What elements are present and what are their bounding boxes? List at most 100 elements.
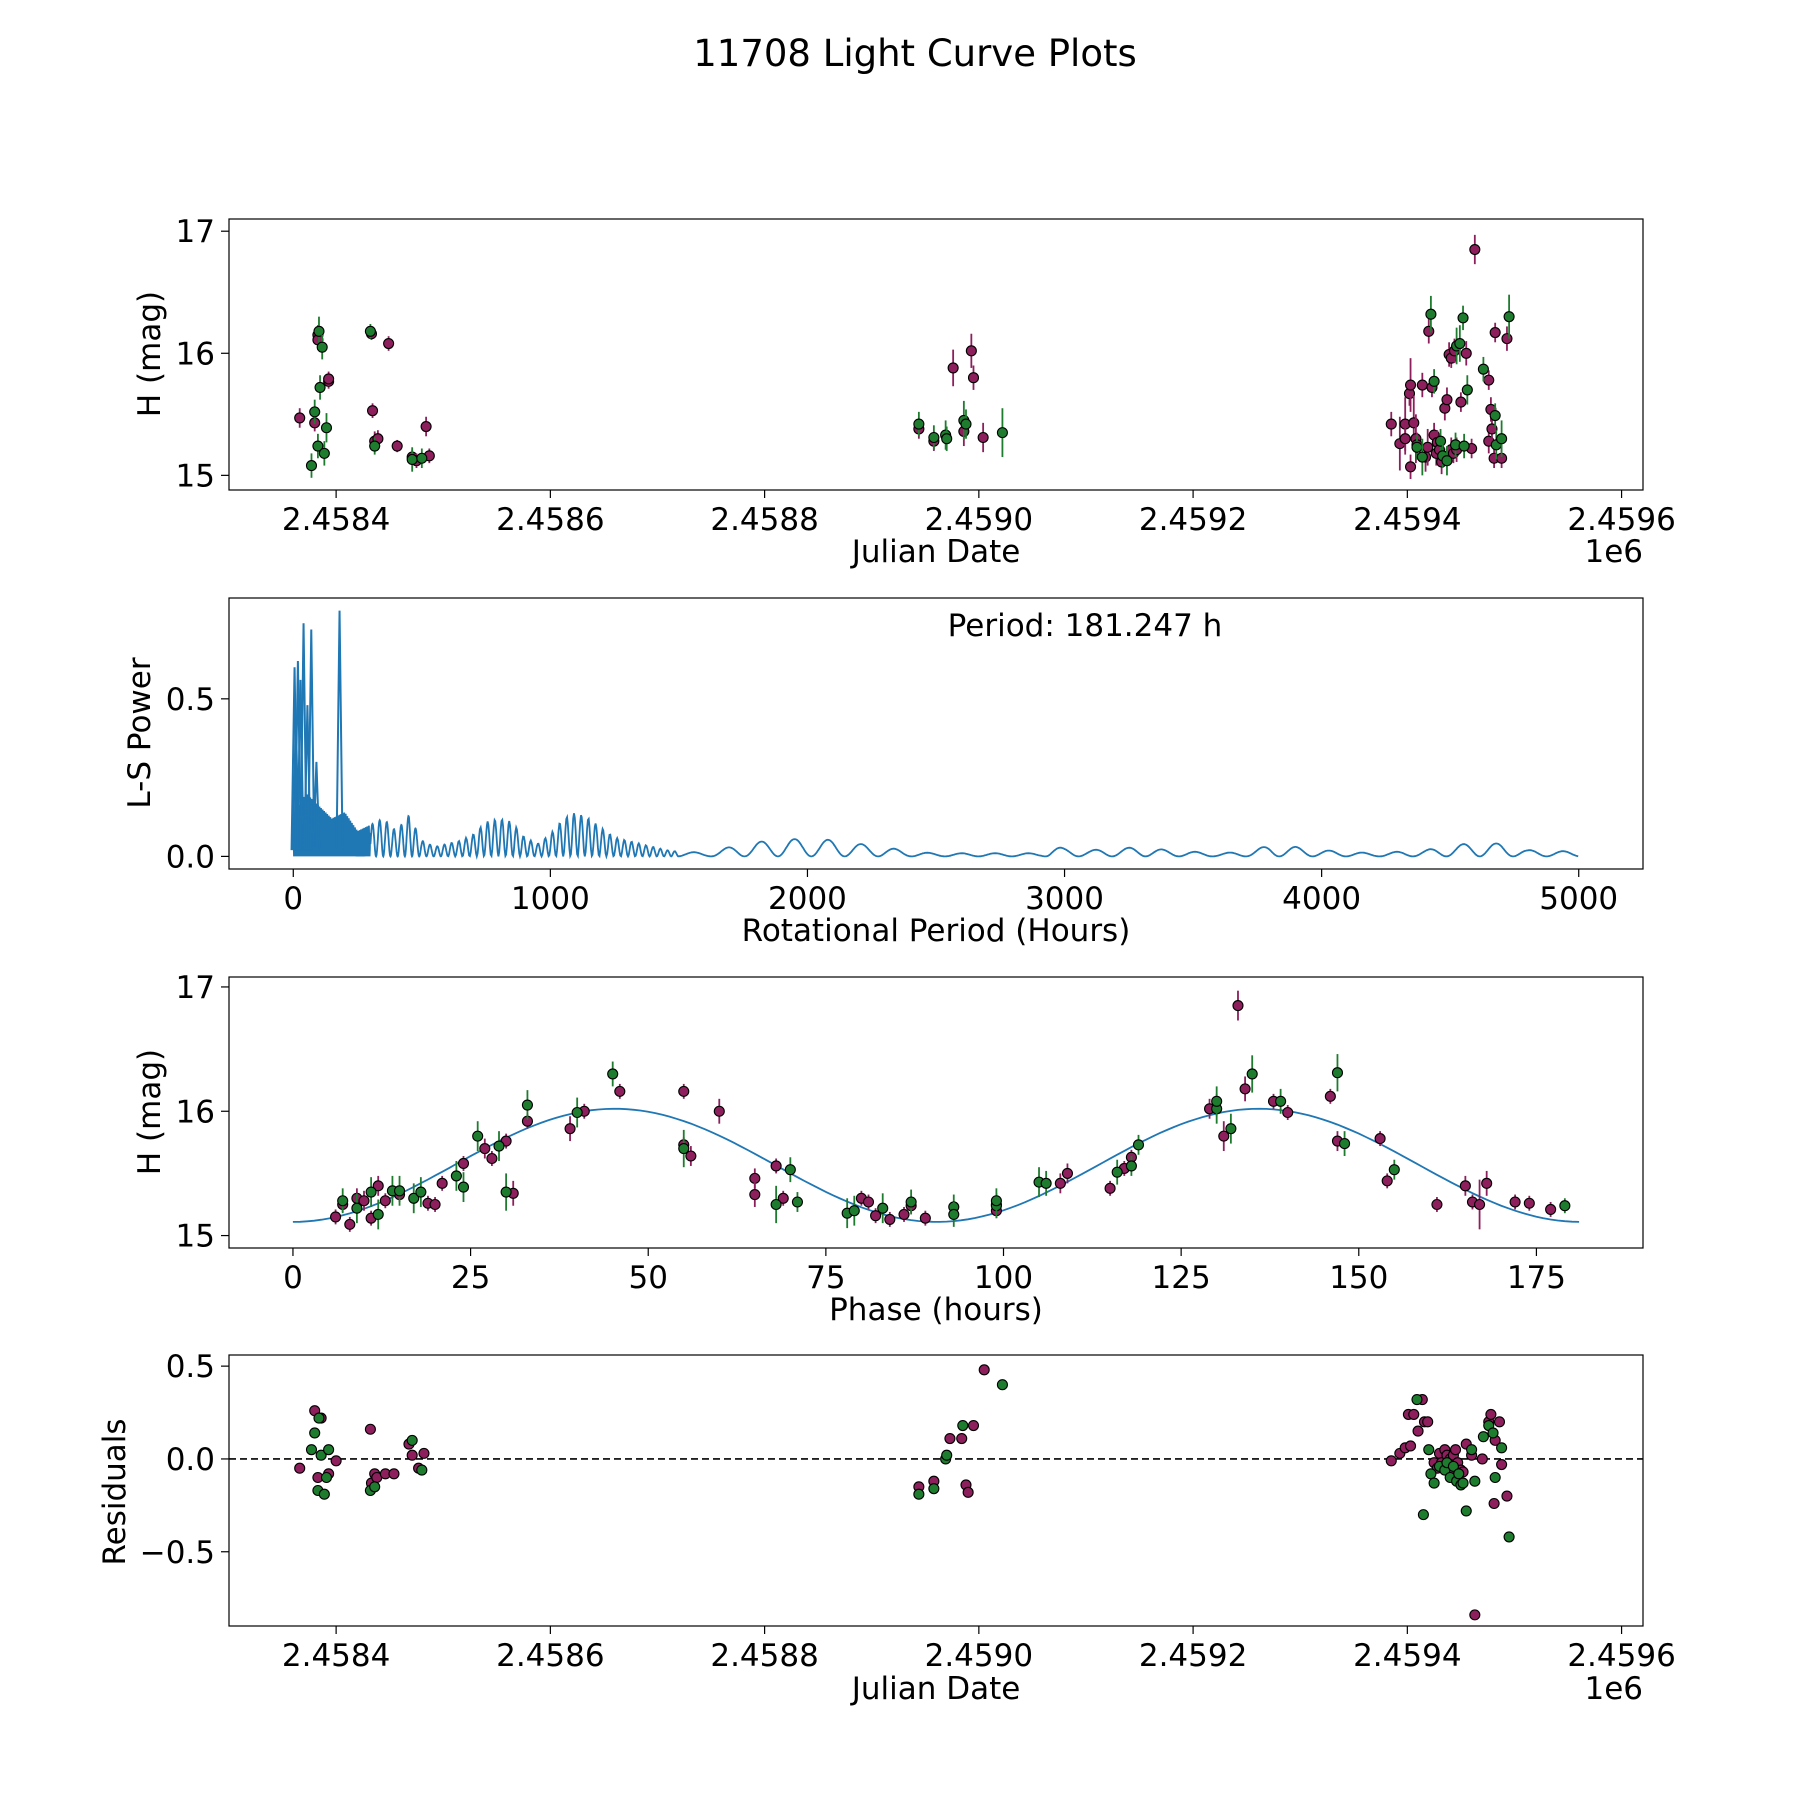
phased-data-point: [1545, 1203, 1557, 1216]
residuals-data-point: [1476, 1453, 1488, 1465]
periodogram-x-tick-label: 5000: [1539, 881, 1618, 917]
lightcurve-x-tick-label: 2.4594: [1353, 502, 1461, 538]
lightcurve-data-point: [1408, 417, 1420, 429]
phased-data-point: [486, 1152, 498, 1165]
residuals-data-point: [1496, 1442, 1508, 1454]
phased-data-point: [351, 1202, 363, 1214]
lightcurve-data-point: [323, 373, 335, 385]
ls-power-spike: [335, 610, 344, 851]
phased-data-point: [678, 1085, 690, 1097]
lightcurve-data-point: [1458, 440, 1470, 452]
residuals-data-point: [330, 1455, 342, 1467]
ls-power-spike: [296, 679, 305, 851]
periodogram-y-label: L-S Power: [122, 657, 158, 808]
residuals-data-point: [967, 1419, 980, 1432]
lightcurve-data-point: [316, 341, 328, 353]
residuals-data-point: [1385, 1455, 1397, 1467]
residuals-data-point: [1412, 1425, 1424, 1437]
lightcurve-data-point: [416, 452, 428, 464]
periodogram-axes-frame: [228, 597, 1644, 870]
phased-data-point: [1225, 1123, 1237, 1135]
residuals-data-point: [1404, 1440, 1417, 1452]
residuals-data-point: [320, 1471, 333, 1484]
residuals-y-tick-label: 0.0: [166, 1442, 215, 1478]
phased-data-point: [365, 1186, 377, 1198]
ls-power-spike: [307, 629, 316, 851]
lightcurve-data-point: [913, 418, 925, 430]
lightcurve-data-point: [1404, 379, 1417, 391]
residuals-data-point: [1469, 1609, 1481, 1621]
phased-data-point: [472, 1130, 484, 1142]
phased-data-point: [1509, 1196, 1521, 1208]
periodogram-y-ticks: 0.0 0.5: [166, 682, 229, 875]
residuals-data-point: [944, 1432, 956, 1445]
phased-data-point: [948, 1208, 960, 1220]
residuals-data-point: [369, 1481, 381, 1493]
phased-data-point: [898, 1208, 910, 1220]
periodogram-x-tick-label: 4000: [1282, 881, 1361, 917]
phased-data-point: [607, 1068, 619, 1080]
residuals-x-tick-label: 2.4594: [1353, 1638, 1461, 1674]
residuals-data-point: [388, 1468, 400, 1480]
residuals-data-point: [941, 1449, 953, 1461]
residuals-y-label: Residuals: [97, 1418, 133, 1565]
lightcurve-y-tick-label: 15: [176, 458, 215, 494]
phased-x-tick-label: 25: [451, 1260, 490, 1296]
residuals-data-point: [1501, 1490, 1513, 1502]
residuals-data-point: [1485, 1408, 1497, 1420]
lightcurve-data-point: [1422, 441, 1434, 453]
residuals-data-point: [1422, 1416, 1434, 1428]
residuals-data-point: [1477, 1431, 1489, 1443]
phased-data-point: [372, 1208, 384, 1220]
phased-data-point: [1559, 1200, 1571, 1212]
phased-data-point: [919, 1212, 931, 1224]
lightcurve-data-point: [383, 337, 395, 350]
lightcurve-x-tick-label: 2.4592: [1139, 502, 1247, 538]
phased-data-point: [500, 1186, 512, 1198]
phased-data-point: [344, 1218, 356, 1230]
phased-data-point: [337, 1195, 349, 1207]
lightcurve-x-tick-label: 2.4588: [710, 502, 818, 538]
ls-power-line: [292, 794, 1579, 860]
lightcurve-data-point: [1483, 374, 1495, 386]
lightcurve-data-point: [369, 440, 381, 452]
lightcurve-data-point: [1441, 455, 1453, 467]
phased-data-point: [784, 1164, 796, 1176]
residuals-data-point: [1453, 1468, 1465, 1480]
periodogram-x-tick-label: 2000: [768, 881, 847, 917]
phased-data-point: [1132, 1139, 1145, 1151]
lightcurve-data-point: [305, 460, 318, 472]
lightcurve-x-label: Julian Date: [850, 534, 1021, 570]
figure-title: 11708 Light Curve Plots: [693, 32, 1137, 75]
lightcurve-data-point: [1461, 384, 1473, 396]
lightcurve-y-label: H (mag): [132, 291, 168, 417]
lightcurve-data-point: [318, 447, 330, 459]
residuals-axes-frame: [228, 1354, 1644, 1627]
lightcurve-data-point: [1385, 418, 1397, 430]
residuals-data-point: [1466, 1444, 1478, 1456]
phased-data-point: [415, 1186, 427, 1198]
residuals-data-point: [1469, 1475, 1481, 1487]
phased-data-point: [493, 1140, 505, 1152]
lightcurve-data-point: [1503, 311, 1515, 323]
lightcurve-data-point: [928, 431, 940, 444]
ls-power-spike: [293, 661, 302, 851]
residuals-panel: 2.4584 2.4586 2.4588 2.4590 2.4592 2.4594 2.45…: [97, 1349, 1676, 1707]
phased-data-point: [862, 1196, 875, 1208]
lightcurve-data-point: [406, 453, 418, 466]
residuals-data-point: [996, 1379, 1008, 1391]
residuals-data-point: [323, 1444, 335, 1456]
lightcurve-data-point: [996, 427, 1008, 439]
residuals-data-point: [1493, 1416, 1506, 1428]
phased-data-point: [1431, 1198, 1443, 1211]
lightcurve-data-point: [1399, 433, 1411, 445]
phased-data-point: [1111, 1166, 1123, 1178]
residuals-data-point: [1428, 1477, 1440, 1489]
phased-data-point: [1275, 1095, 1287, 1107]
residuals-x-label: Julian Date: [850, 1671, 1021, 1707]
phased-data-point: [884, 1213, 896, 1225]
lightcurve-data-point: [1455, 396, 1467, 408]
residuals-data-point: [928, 1483, 940, 1495]
phased-data-point: [330, 1211, 342, 1223]
residuals-data-point: [978, 1364, 990, 1376]
